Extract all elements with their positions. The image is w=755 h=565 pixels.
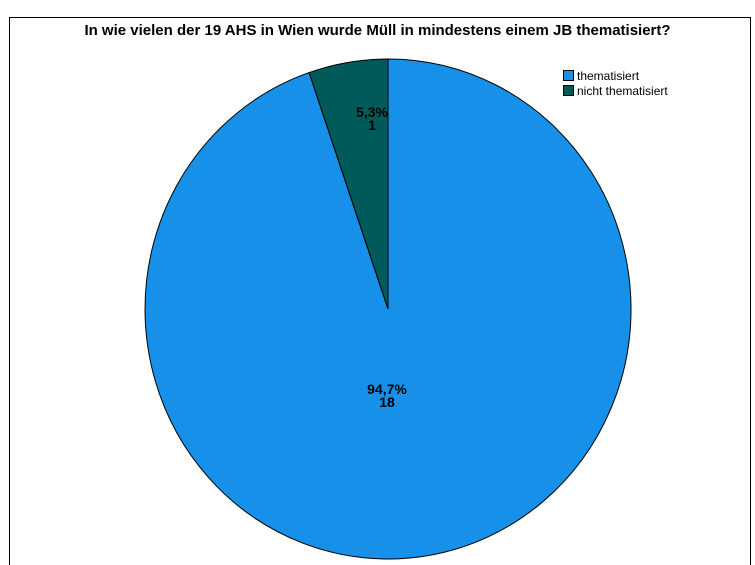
legend-item-nicht-thematisiert: nicht thematisiert [563,83,668,98]
slice-label-percent-thematisiert: 94,7% [367,381,407,397]
chart-frame [9,17,751,565]
legend-swatch-nicht-thematisiert [563,85,574,96]
slice-label-percent-nicht-thematisiert: 5,3% [356,104,388,120]
chart-legend: thematisiert nicht thematisiert [563,68,668,98]
legend-label-nicht-thematisiert: nicht thematisiert [577,83,668,98]
slice-label-count-thematisiert: 18 [379,394,395,410]
slice-label-count-nicht-thematisiert: 1 [368,117,376,133]
chart-title: In wie vielen der 19 AHS in Wien wurde M… [84,22,671,39]
legend-item-thematisiert: thematisiert [563,68,668,83]
legend-swatch-thematisiert [563,70,574,81]
pie-slice-nicht-thematisiert [308,58,389,310]
legend-label-thematisiert: thematisiert [577,68,640,83]
